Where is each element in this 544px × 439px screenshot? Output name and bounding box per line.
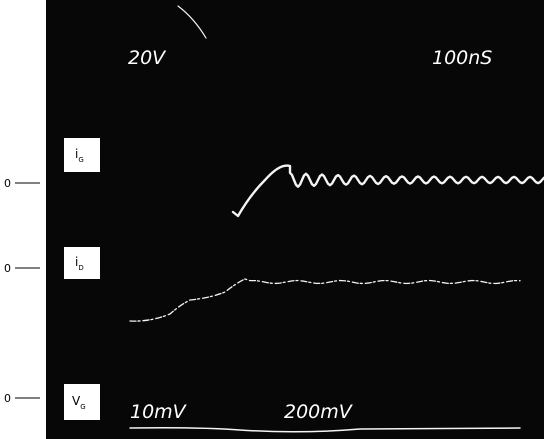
current-scale: 10mV: [130, 401, 188, 423]
drain-current-trace: [129, 278, 521, 322]
label-main: V: [72, 394, 81, 408]
zero-marker: 0: [4, 262, 11, 275]
zero-marker: 0: [4, 392, 11, 405]
zero-marker: 0: [4, 177, 11, 190]
channel-label: VG: [72, 394, 86, 411]
label-sub: G: [80, 403, 85, 411]
channel-markers: 0 0 0 iG iD VG: [4, 138, 100, 420]
label-sub: G: [78, 156, 83, 164]
time-scale: 100nS: [432, 47, 492, 69]
channel-label: iD: [75, 255, 84, 272]
channel-box: [64, 138, 100, 172]
voltage-scale: 20V: [128, 47, 167, 69]
label-main: i: [75, 147, 78, 161]
label-main: i: [75, 255, 78, 269]
gate-scale: 200mV: [284, 401, 354, 423]
channel-box: [64, 247, 100, 279]
label-sub: D: [78, 264, 83, 272]
gate-current-trace: [231, 164, 544, 218]
channel-box: [64, 384, 100, 420]
scope-screen: [46, 0, 544, 439]
gate-voltage-trace: [129, 427, 521, 433]
screen-glare: [177, 5, 207, 39]
channel-label: iG: [75, 147, 84, 164]
